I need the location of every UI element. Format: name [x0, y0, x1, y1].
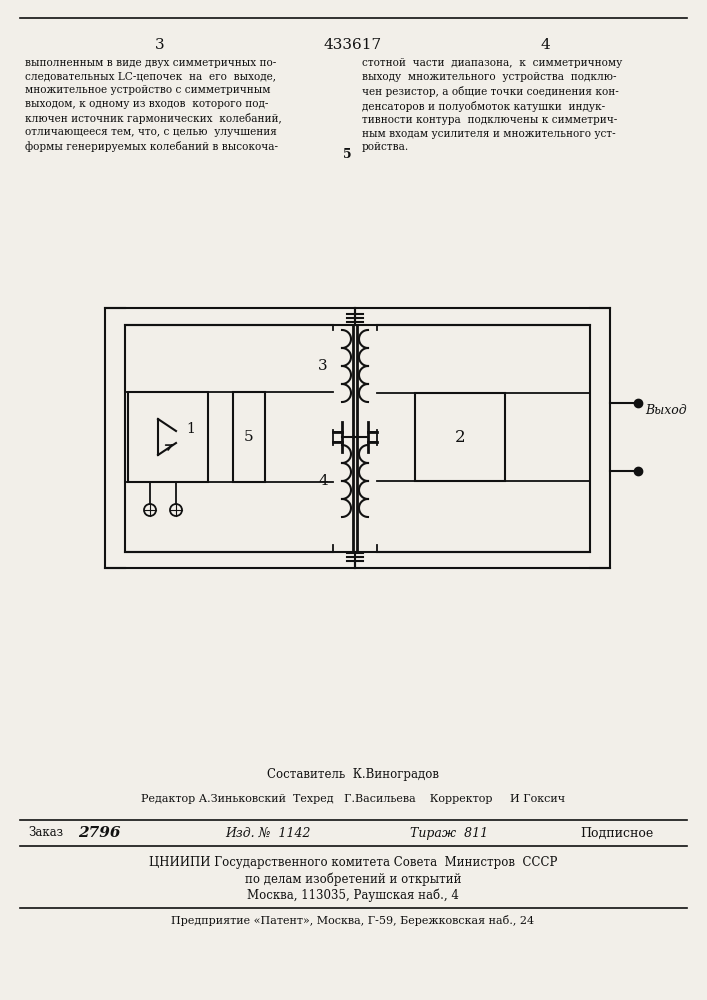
Text: 3: 3 [318, 359, 328, 373]
Bar [128, 392, 208, 482]
Text: 2796: 2796 [78, 826, 120, 840]
Bar [105, 308, 610, 568]
Text: по делам изобретений и открытий: по делам изобретений и открытий [245, 873, 461, 886]
Text: Предприятие «Патент», Москва, Г-59, Бережковская наб., 24: Предприятие «Патент», Москва, Г-59, Бере… [171, 915, 534, 926]
Text: стотной  части  диапазона,  к  симметричному
выходу  множительного  устройства  : стотной части диапазона, к симметричному… [362, 58, 622, 152]
Text: 5: 5 [343, 148, 351, 161]
Text: Подписное: Подписное [580, 826, 653, 840]
Text: 433617: 433617 [324, 38, 382, 52]
Text: Москва, 113035, Раушская наб., 4: Москва, 113035, Раушская наб., 4 [247, 888, 459, 902]
Text: 1: 1 [186, 422, 195, 436]
Text: 4: 4 [318, 474, 328, 488]
Text: Редактор А.Зиньковский  Техред   Г.Васильева    Корректор     И Гоксич: Редактор А.Зиньковский Техред Г.Васильев… [141, 794, 565, 804]
Text: Тираж  811: Тираж 811 [410, 826, 488, 840]
Text: 3: 3 [156, 38, 165, 52]
Bar [125, 325, 590, 552]
Text: 4: 4 [540, 38, 550, 52]
Text: выполненным в виде двух симметричных по-
следовательных LC-цепочек  на  его  вых: выполненным в виде двух симметричных по-… [25, 58, 282, 152]
Text: Составитель  К.Виноградов: Составитель К.Виноградов [267, 768, 439, 781]
Text: Заказ: Заказ [28, 826, 63, 840]
Text: 2: 2 [455, 428, 465, 446]
Text: Выход: Выход [645, 404, 686, 418]
Text: 5: 5 [244, 430, 254, 444]
Bar [415, 393, 505, 481]
Bar [233, 392, 265, 482]
Text: ЦНИИПИ Государственного комитета Совета  Министров  СССР: ЦНИИПИ Государственного комитета Совета … [148, 856, 557, 869]
Text: Изд. №  1142: Изд. № 1142 [225, 826, 310, 840]
